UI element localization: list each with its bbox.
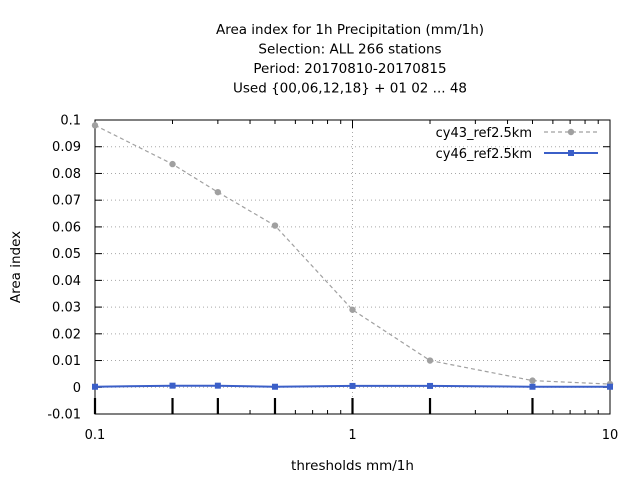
data-point: [271, 222, 279, 229]
data-point: [529, 383, 536, 390]
data-point: [427, 382, 434, 389]
y-tick-label: 0.1: [60, 114, 81, 129]
data-point: [169, 160, 176, 168]
data-point: [529, 377, 536, 384]
series-0: [91, 122, 614, 388]
data-point: [271, 383, 278, 390]
x-tick-label: 0.1: [85, 428, 106, 443]
y-tick-label: 0.02: [52, 327, 81, 342]
y-tick-label: 0.08: [52, 167, 81, 182]
title-line-0: Area index for 1h Precipitation (mm/1h): [216, 22, 484, 38]
legend-marker: [567, 128, 575, 136]
series-line: [94, 124, 611, 385]
series-1: [92, 382, 613, 390]
legend: cy43_ref2.5km cy46_ref2.5km: [436, 126, 598, 162]
data-point: [214, 382, 221, 389]
data-point: [214, 188, 222, 196]
y-axis-label: Area index: [8, 231, 24, 303]
legend-marker: [568, 150, 574, 156]
x-tick-label: 1: [348, 428, 356, 443]
y-tick-label: 0.09: [52, 140, 81, 155]
series: [91, 122, 614, 390]
grid: [95, 120, 610, 414]
y-tick-label: 0.01: [52, 354, 81, 369]
chart-title: Area index for 1h Precipitation (mm/1h) S…: [216, 22, 484, 97]
y-tick-label: 0.07: [52, 194, 81, 209]
threshold-marks: [93, 398, 534, 414]
y-tick-label: 0.06: [52, 220, 81, 235]
data-point: [92, 383, 98, 390]
data-point: [169, 382, 176, 389]
data-point: [426, 357, 434, 364]
data-point: [349, 382, 356, 389]
series-line: [94, 384, 610, 388]
y-tick-label: 0: [73, 381, 81, 396]
title-line-2: Period: 20170810-20170815: [253, 61, 446, 77]
x-axis: 0.1 1 10: [85, 120, 619, 443]
y-tick-label: -0.01: [47, 408, 81, 423]
data-point: [91, 122, 99, 129]
y-tick-label: 0.03: [52, 301, 81, 316]
data-point: [607, 383, 613, 390]
y-tick-label: 0.05: [52, 247, 81, 262]
legend-label: cy46_ref2.5km: [436, 147, 532, 162]
y-tick-label: 0.04: [52, 274, 81, 289]
legend-label: cy43_ref2.5km: [436, 126, 532, 141]
title-line-1: Selection: ALL 266 stations: [258, 42, 441, 58]
y-axis: -0.01 0 0.01 0.02 0.03 0.04 0.05 0.06 0.07 0.08 0.…: [47, 114, 610, 423]
x-tick-label: 10: [602, 428, 619, 443]
data-point: [349, 306, 356, 313]
x-axis-label: thresholds mm/1h: [291, 458, 414, 474]
title-line-3: Used {00,06,12,18} + 01 02 ... 48: [233, 81, 467, 97]
